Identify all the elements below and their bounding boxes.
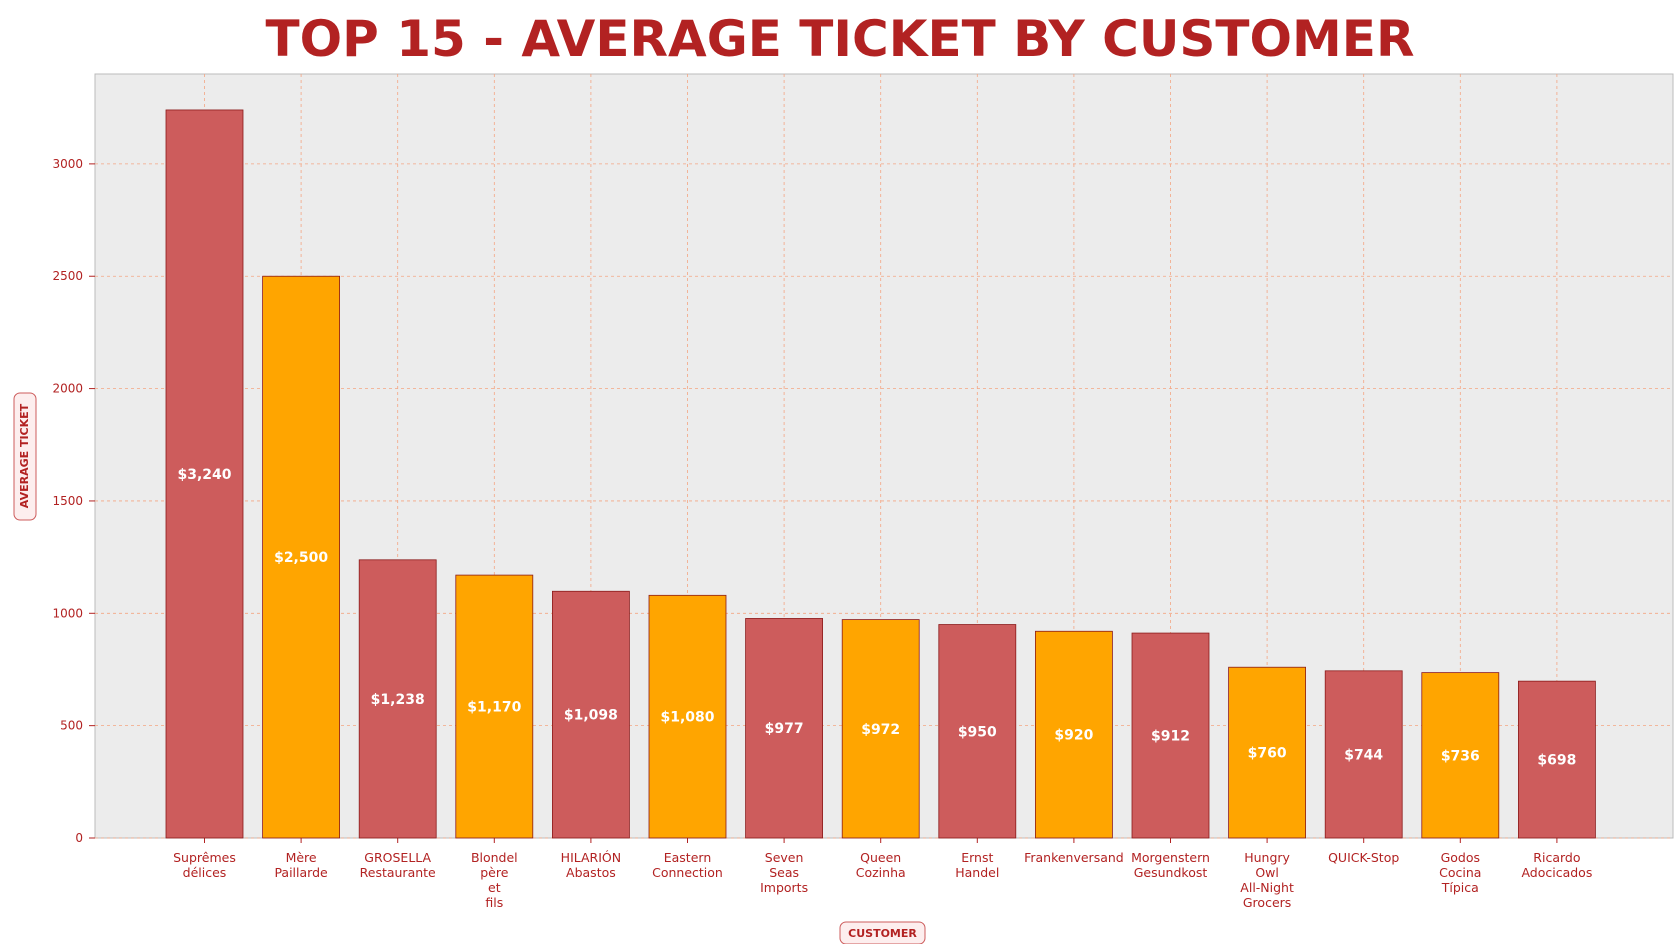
x-tick-label-line: QUICK-Stop	[1328, 850, 1399, 865]
x-tick-label: GROSELLA Restaurante	[360, 850, 436, 880]
bar	[1035, 630, 1113, 839]
x-tick-label-line: Handel	[955, 865, 999, 880]
bar-value-label: $977	[765, 721, 804, 737]
x-tick-label-line: Eastern	[664, 850, 712, 865]
bar-value-label: $1,098	[564, 708, 618, 724]
bar	[1228, 666, 1306, 839]
bar-value-label: $1,080	[660, 710, 714, 726]
bar	[1421, 672, 1500, 839]
x-tick-label-line: Suprêmes	[173, 850, 236, 865]
x-tick-label: Suprêmes délices	[173, 850, 236, 880]
x-tick-label-line: Morgenstern	[1131, 850, 1210, 865]
bar	[1324, 670, 1403, 839]
bar	[552, 590, 630, 839]
bar-value-label: $1,170	[467, 700, 521, 716]
x-tick-label-line: Gesundkost	[1134, 865, 1208, 880]
y-axis-label: AVERAGE TICKET	[18, 403, 31, 508]
x-tick-label: QUICK-Stop	[1328, 850, 1399, 865]
bar-value-label: $3,240	[177, 467, 231, 483]
x-tick-label-line: Blondel	[471, 850, 518, 865]
bar	[358, 559, 437, 839]
x-tick-label: Mère Paillarde	[274, 850, 328, 880]
x-tick-label-line: HILARIÓN	[561, 850, 621, 865]
x-axis-label: CUSTOMER	[848, 927, 917, 940]
bar	[262, 275, 341, 839]
x-tick-label-line: Grocers	[1243, 895, 1291, 910]
x-tick-label-line: Godos	[1441, 850, 1480, 865]
x-tick-label-line: Owl	[1255, 865, 1279, 880]
x-axis-label-badge: CUSTOMER	[839, 921, 926, 944]
x-tick-label-line: père	[480, 865, 508, 880]
bar-value-label: $744	[1344, 747, 1383, 763]
x-tick-label: Godos Cocina Típica	[1439, 850, 1481, 895]
x-tick-label: Queen Cozinha	[856, 850, 906, 880]
x-tick-label-line: Cozinha	[856, 865, 906, 880]
y-tick-label: 3000	[52, 157, 83, 171]
bar	[745, 618, 823, 839]
x-tick-label-line: Abastos	[566, 865, 616, 880]
x-tick-label-line: Connection	[652, 865, 723, 880]
x-tick-label-line: Típica	[1441, 880, 1479, 895]
y-tick-label: 1500	[52, 494, 83, 508]
y-axis-label-badge: AVERAGE TICKET	[13, 392, 37, 521]
axes	[89, 163, 1558, 843]
x-tick-label: Blondel père et fils	[471, 850, 518, 910]
bar	[1518, 680, 1596, 839]
x-tick-label-line: All-Night	[1240, 880, 1294, 895]
x-tick-label-line: Cocina	[1439, 865, 1481, 880]
bar-value-label: $950	[958, 724, 997, 740]
bar-value-label: $698	[1537, 753, 1576, 769]
bars	[165, 109, 1596, 839]
x-tick-label-line: Queen	[860, 850, 901, 865]
bar	[938, 624, 1017, 839]
x-tick-label-line: Hungry	[1244, 850, 1290, 865]
bar-value-label: $736	[1441, 748, 1480, 764]
x-tick-label-line: Imports	[760, 880, 808, 895]
x-tick-label-line: Frankenversand	[1024, 850, 1124, 865]
bar-value-label: $760	[1248, 746, 1287, 762]
bar	[165, 109, 244, 839]
x-tick-label-line: Seven	[765, 850, 804, 865]
bar	[1131, 632, 1210, 839]
x-tick-label: Morgenstern Gesundkost	[1131, 850, 1210, 880]
x-tick-label: Ricardo Adocicados	[1521, 850, 1592, 880]
bar	[455, 574, 534, 839]
x-tick-label: Eastern Connection	[652, 850, 723, 880]
x-tick-label: Seven Seas Imports	[760, 850, 808, 895]
chart-title: TOP 15 - AVERAGE TICKET BY CUSTOMER	[266, 10, 1415, 68]
y-tick-label: 500	[60, 719, 83, 733]
x-tick-label-line: Ricardo	[1533, 850, 1580, 865]
bar-value-label: $1,238	[371, 692, 425, 708]
y-tick-label: 2500	[52, 269, 83, 283]
x-tick-label-line: Restaurante	[360, 865, 436, 880]
y-tick-label: 2000	[52, 382, 83, 396]
x-tick-label-line: Ernst	[961, 850, 993, 865]
x-tick-label-line: délices	[183, 865, 227, 880]
x-tick-label-line: Adocicados	[1521, 865, 1592, 880]
x-tick-label-line: et	[488, 880, 501, 895]
bar-value-label: $2,500	[274, 550, 328, 566]
bar-value-label: $920	[1054, 728, 1093, 744]
x-tick-label-line: Mère	[286, 850, 317, 865]
x-tick-label-line: fils	[485, 895, 503, 910]
y-tick-label: 1000	[52, 606, 83, 620]
x-tick-label: Frankenversand	[1024, 850, 1124, 865]
tick-labels: 0 500 1000 1500 2000 2500 3000 Suprêmes délices M…	[52, 157, 1592, 910]
x-tick-label: Ernst Handel	[955, 850, 999, 880]
x-tick-label: Hungry Owl All-Night Grocers	[1240, 850, 1294, 910]
x-tick-label-line: Seas	[769, 865, 799, 880]
x-tick-label-line: GROSELLA	[364, 850, 431, 865]
bar	[648, 594, 727, 839]
bar	[841, 619, 920, 839]
bar-value-label: $972	[861, 722, 900, 738]
bar-value-label: $912	[1151, 729, 1190, 745]
x-tick-label-line: Paillarde	[274, 865, 328, 880]
x-tick-label: HILARIÓN Abastos	[561, 850, 621, 880]
y-tick-label: 0	[75, 831, 83, 845]
value-labels: $3,240 $2,500 $1,238 $1,170 $1,098 $1,080 $977…	[177, 467, 1576, 769]
